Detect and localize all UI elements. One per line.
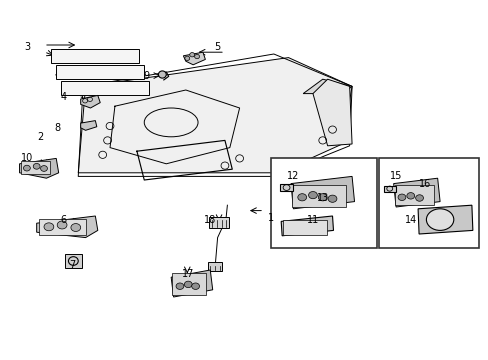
Bar	[61, 81, 149, 95]
Text: 10: 10	[20, 153, 33, 163]
Text: 9: 9	[143, 71, 149, 81]
Ellipse shape	[41, 166, 47, 171]
Polygon shape	[37, 216, 98, 238]
Ellipse shape	[158, 71, 166, 78]
Text: 12: 12	[286, 171, 299, 181]
Bar	[279, 184, 293, 191]
Polygon shape	[312, 79, 351, 146]
Ellipse shape	[297, 194, 306, 201]
Ellipse shape	[44, 223, 54, 231]
Bar	[56, 65, 144, 79]
Ellipse shape	[308, 192, 317, 199]
Polygon shape	[393, 178, 439, 207]
Bar	[394, 185, 433, 205]
Bar	[20, 161, 50, 174]
Text: 11: 11	[306, 215, 319, 225]
Text: 2: 2	[37, 132, 43, 142]
Polygon shape	[20, 158, 59, 178]
Ellipse shape	[397, 194, 405, 201]
Ellipse shape	[57, 221, 67, 229]
Ellipse shape	[327, 195, 336, 202]
Ellipse shape	[406, 193, 414, 199]
Bar	[65, 254, 82, 268]
Text: 13: 13	[316, 193, 328, 203]
Text: 5: 5	[214, 42, 220, 52]
Text: 15: 15	[389, 171, 402, 181]
Bar	[51, 49, 139, 63]
Bar	[172, 273, 206, 295]
Text: 16: 16	[418, 179, 431, 189]
Polygon shape	[303, 79, 351, 94]
Bar	[39, 219, 85, 235]
Bar	[292, 185, 346, 207]
Ellipse shape	[33, 163, 40, 169]
Polygon shape	[417, 205, 472, 234]
Ellipse shape	[189, 53, 194, 57]
Bar	[383, 186, 395, 192]
Bar	[271, 158, 376, 248]
Text: 18: 18	[203, 215, 216, 225]
Polygon shape	[78, 58, 351, 173]
Text: 8: 8	[55, 123, 61, 133]
Polygon shape	[281, 216, 333, 236]
Text: 6: 6	[61, 215, 66, 225]
Ellipse shape	[426, 209, 453, 230]
Polygon shape	[183, 52, 205, 65]
Bar	[209, 217, 228, 228]
Polygon shape	[290, 176, 354, 209]
Bar	[207, 262, 222, 271]
Ellipse shape	[184, 281, 192, 288]
Ellipse shape	[23, 165, 30, 171]
Ellipse shape	[194, 54, 199, 59]
Text: 4: 4	[61, 92, 66, 102]
Text: 1: 1	[268, 213, 274, 223]
Polygon shape	[81, 95, 100, 108]
Text: 7: 7	[69, 260, 75, 270]
Ellipse shape	[318, 194, 326, 201]
Polygon shape	[171, 270, 212, 297]
Text: 17: 17	[182, 269, 194, 279]
Polygon shape	[81, 121, 97, 130]
Text: 14: 14	[404, 215, 416, 225]
Bar	[282, 220, 326, 235]
Text: 3: 3	[24, 42, 30, 52]
Bar	[378, 158, 478, 248]
Ellipse shape	[191, 283, 199, 289]
Ellipse shape	[184, 56, 189, 60]
Ellipse shape	[176, 283, 183, 289]
Ellipse shape	[71, 224, 81, 231]
Ellipse shape	[415, 195, 423, 201]
